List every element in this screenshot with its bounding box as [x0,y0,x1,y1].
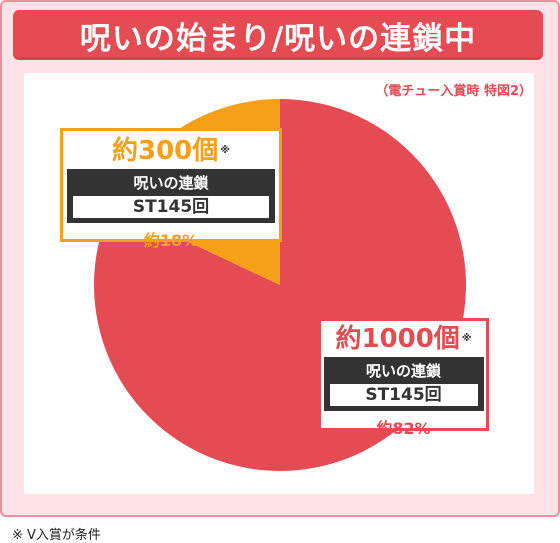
subnote: （電チュー入賞時 特図2） [375,84,532,99]
note-mark: ※ [461,333,472,344]
slice-percent: 約82% [376,419,431,438]
callout-1000: 約1000個 ※ 呪いの連鎖 ST145回 約82% [318,318,489,438]
callout-count: 約1000個 ※ [321,325,486,353]
count-text: 約300個 [111,136,219,166]
note-mark: ※ [220,145,230,156]
mode-label: 呪いの連鎖 [133,174,209,192]
mode-label: 呪いの連鎖 [365,362,441,380]
st-count: ST145回 [73,196,269,218]
mode-box: 呪いの連鎖 ST145回 [323,357,484,411]
count-text: 約1000個 [335,324,460,354]
st-count: ST145回 [329,384,478,406]
callout-count: 約300個 ※ [63,137,279,165]
callout-300: 約300個 ※ 呪いの連鎖 ST145回 約18% [60,128,282,250]
footnote: ※ V入賞が条件 [12,528,101,543]
chart-title: 呪いの始まり/呪いの連鎖中 [79,20,477,57]
title-banner: 呪いの始まり/呪いの連鎖中 [13,10,543,60]
mode-box: 呪いの連鎖 ST145回 [67,169,275,223]
slice-percent: 約18% [143,231,199,250]
